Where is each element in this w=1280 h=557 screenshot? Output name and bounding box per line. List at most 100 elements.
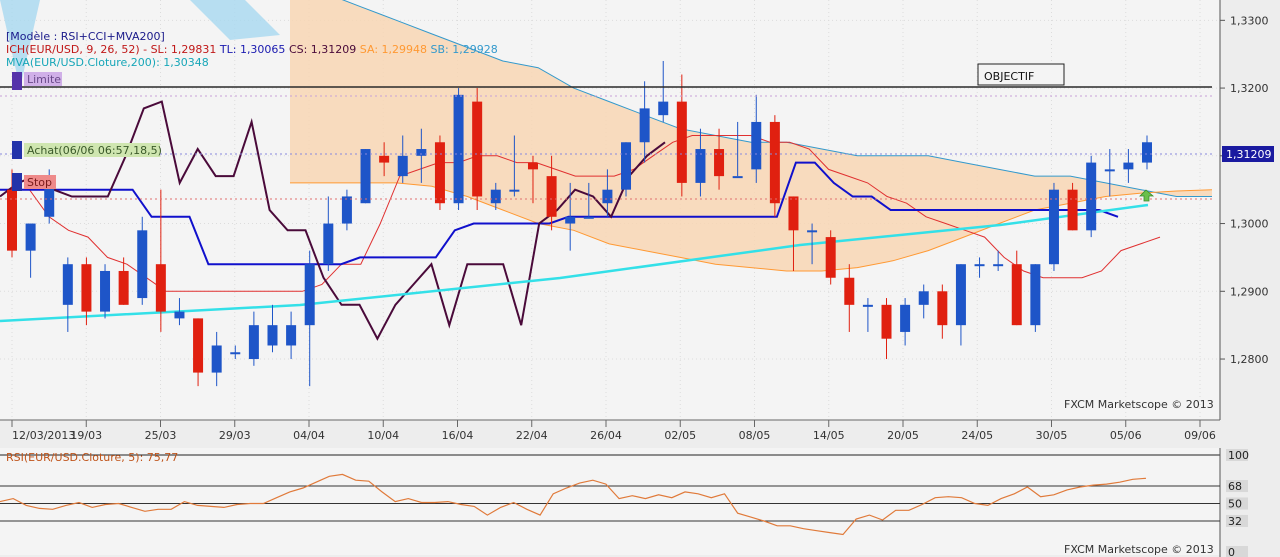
candle-body	[360, 149, 371, 204]
candle	[565, 182, 576, 251]
objectif-label: OBJECTIF	[984, 70, 1034, 83]
candle	[304, 250, 315, 387]
candle	[769, 115, 780, 217]
rsi-label: RSI(EUR/USD.Cloture, 5): 75,77	[6, 451, 178, 464]
candle-body	[62, 264, 73, 305]
candle	[1048, 182, 1059, 271]
candle	[286, 311, 297, 360]
senkou-b-line	[341, 0, 1212, 197]
date-tick-label: 05/06	[1110, 429, 1142, 442]
candle-body	[695, 149, 706, 183]
candle-body	[25, 223, 36, 251]
stop-tag[interactable]	[24, 175, 56, 189]
achat-tag[interactable]	[24, 143, 160, 157]
candle-body	[583, 216, 594, 219]
rsi-tick-label: 100	[1228, 449, 1249, 462]
objectif-box[interactable]	[977, 63, 1065, 86]
candle	[881, 298, 892, 360]
limite-tag[interactable]	[24, 72, 62, 86]
date-tick-label: 24/05	[961, 429, 993, 442]
cloud-fragment	[0, 0, 40, 88]
candle-body	[286, 325, 297, 346]
candle-body	[732, 176, 743, 179]
candle	[360, 149, 371, 204]
candle-body	[118, 270, 129, 305]
candle-body	[714, 149, 725, 177]
limite-handle[interactable]	[12, 72, 22, 90]
candle-body	[174, 311, 185, 319]
price-tick-label: 1,3000	[1230, 218, 1269, 231]
candles	[7, 60, 1152, 387]
chart-overlays: OBJECTIF Limite Achat(06/06 06:57,18,5) …	[0, 63, 1274, 556]
sb-value: SB: 1,29928	[430, 43, 498, 56]
date-tick-label: 29/03	[219, 429, 251, 442]
date-tick-label: 19/03	[70, 429, 102, 442]
candle-body	[918, 291, 929, 305]
candle	[174, 298, 185, 326]
candle	[434, 135, 445, 210]
candle	[62, 257, 73, 332]
candle-body	[844, 277, 855, 305]
candle	[1086, 155, 1097, 238]
rsi-tick-box	[1226, 449, 1248, 461]
stop-handle[interactable]	[12, 173, 22, 191]
candle	[639, 81, 650, 163]
date-axis-band	[0, 420, 1280, 448]
candle-body	[621, 142, 632, 190]
candle	[714, 128, 725, 190]
candle-body	[825, 237, 836, 278]
date-tick-label: 22/04	[516, 429, 548, 442]
candle	[825, 230, 836, 285]
candle-body	[193, 318, 204, 373]
candle-body	[267, 325, 278, 346]
date-tick-label: 09/06	[1184, 429, 1216, 442]
sl-value: SL: 1,29831	[150, 43, 217, 56]
cs-value: CS: 1,31209	[288, 43, 357, 56]
watermark-price: FXCM Marketscope © 2013	[1064, 398, 1214, 411]
candle	[230, 345, 241, 360]
cloud-fragment	[190, 0, 280, 40]
candle	[100, 264, 111, 319]
rsi-tick-label: 0	[1228, 546, 1235, 557]
candle-body	[1123, 162, 1134, 170]
candle	[25, 223, 36, 278]
date-tick-label: 30/05	[1036, 429, 1068, 442]
candle-body	[341, 196, 352, 224]
candle	[248, 311, 259, 366]
candle-body	[434, 142, 445, 204]
candle-body	[862, 304, 873, 307]
rsi-tick-label: 68	[1228, 480, 1242, 493]
rsi-tick-box	[1226, 480, 1248, 493]
candle-body	[137, 230, 148, 299]
candle-body	[602, 189, 613, 204]
candle-body	[676, 101, 687, 183]
candle-body	[937, 291, 948, 326]
candle-body	[769, 121, 780, 204]
rsi-tick-box	[1226, 546, 1248, 557]
candle-body	[81, 264, 92, 312]
ichimoku-legend: ICH(EUR/USD, 9, 26, 52) - SL: 1,29831 TL…	[6, 43, 498, 56]
limite-label: Limite	[27, 73, 61, 86]
buy-arrow-icon	[1139, 189, 1155, 202]
candle-body	[155, 264, 166, 312]
candle-body	[1086, 162, 1097, 231]
candle-body	[900, 304, 911, 332]
candle	[546, 155, 557, 231]
achat-handle[interactable]	[12, 141, 22, 159]
candle-body	[1104, 169, 1115, 172]
candle-body	[397, 155, 408, 177]
candle-body	[751, 121, 762, 170]
candle	[788, 196, 799, 271]
date-tick-label: 12/03/2013	[12, 429, 75, 442]
candle	[751, 94, 762, 183]
rsi-line	[0, 473, 1147, 536]
rsi-chart: 100 68 50 32 0	[0, 448, 1249, 557]
candle	[509, 135, 520, 197]
candle-body	[527, 162, 538, 170]
candle	[900, 298, 911, 346]
candle-body	[509, 189, 520, 192]
candle	[918, 284, 929, 319]
candle	[862, 298, 873, 332]
date-tick-label: 25/03	[145, 429, 177, 442]
